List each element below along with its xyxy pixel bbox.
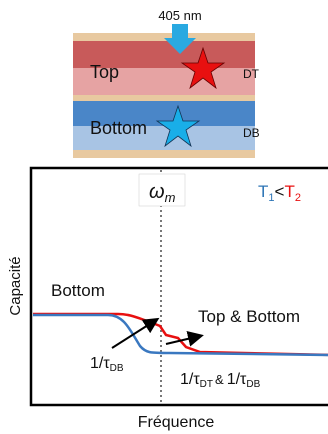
rate: 1/τ [227, 371, 247, 388]
layer [73, 33, 255, 41]
conjunction: & [215, 372, 224, 387]
layer [73, 126, 255, 150]
subscript: DB [246, 379, 260, 390]
t2: T [284, 182, 294, 201]
annotation: 1/τDT & 1/τDB [180, 371, 261, 390]
defect-label: DT [243, 67, 260, 81]
arrow [111, 317, 160, 349]
y-axis-label: Capacité [7, 256, 24, 315]
plot-frame [29, 166, 328, 407]
t1: T [258, 182, 268, 201]
subscript: 1 [268, 192, 274, 204]
layer [73, 68, 255, 95]
layer-label: Top [90, 62, 119, 82]
subscript: DT [200, 379, 213, 390]
layer-stack: 405 nm Top DT Bottom DB [73, 8, 260, 158]
defect-star [155, 104, 201, 148]
layer [73, 41, 255, 68]
relation: < [275, 182, 285, 201]
laser-arrow [164, 24, 196, 54]
arrow [165, 330, 204, 347]
layer [73, 150, 255, 158]
omega-label: ωm [149, 181, 176, 205]
curve [33, 313, 328, 357]
subscript: DB [110, 363, 124, 374]
rate: 1/τ [180, 371, 200, 388]
symbol: ω [149, 181, 165, 203]
laser-label: 405 nm [158, 8, 201, 23]
x-axis-label: Fréquence [138, 414, 215, 431]
annotation: 1/τDB [90, 355, 124, 374]
layer [73, 95, 255, 101]
defect-label: DB [243, 126, 260, 140]
plot: ωm T1<T2 Bottom Top & Bottom 1/τDB 1/τDT… [7, 166, 328, 431]
subscript: m [165, 190, 176, 205]
defect-star [180, 46, 226, 90]
rate: 1/τ [90, 355, 110, 372]
legend: T1<T2 [258, 182, 301, 204]
curve-label: Bottom [51, 281, 105, 300]
subscript: 2 [295, 192, 301, 204]
omega-box [138, 173, 186, 207]
curve-label: Top & Bottom [198, 307, 300, 326]
layer-label: Bottom [90, 118, 147, 138]
